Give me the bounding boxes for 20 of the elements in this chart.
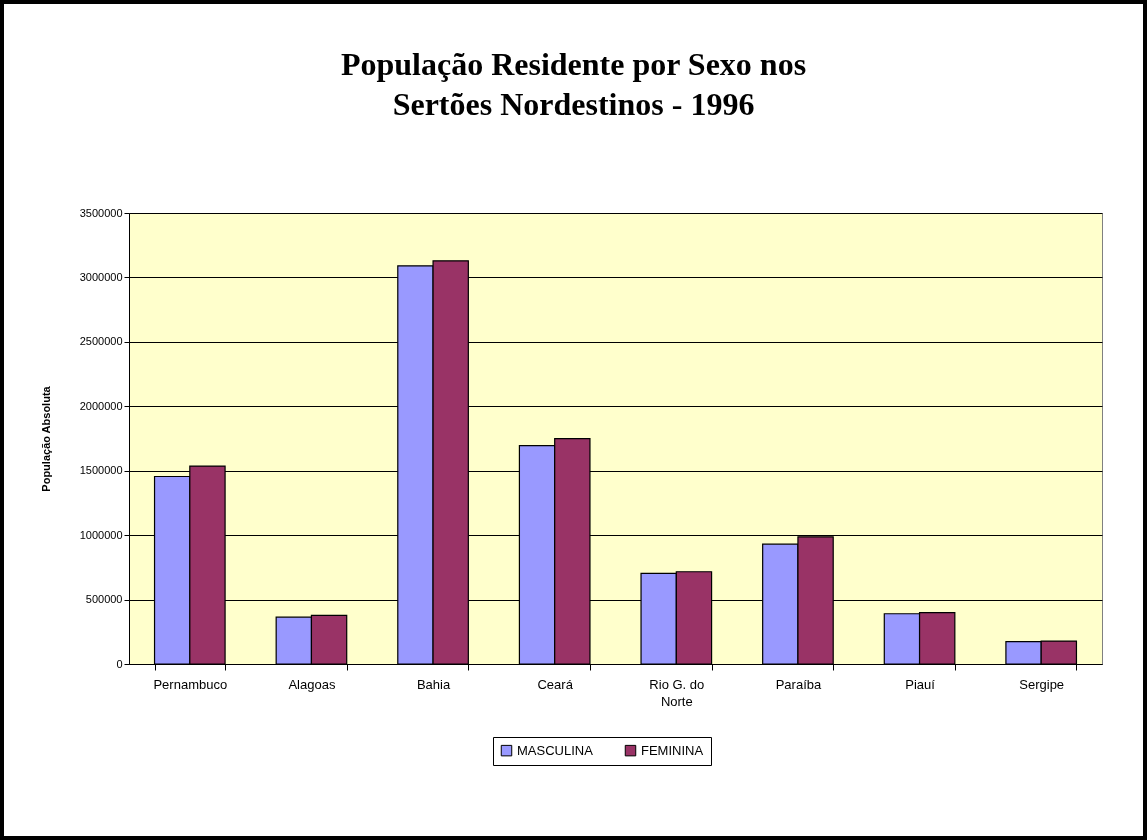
x-tick-label: Alagoas <box>288 676 336 692</box>
x-tick-label: Bahia <box>416 676 451 692</box>
y-tick-label: 0 <box>116 657 123 670</box>
x-tick-label: Ceará <box>537 676 574 692</box>
x-tick-label: Paraíba <box>775 676 822 692</box>
x-tick-label: Pernambuco <box>153 676 228 692</box>
y-tick-label: 2000000 <box>79 399 123 412</box>
x-tick-label: Piauí <box>905 676 936 692</box>
y-tick-label: 3000000 <box>79 270 123 283</box>
y-tick-label: 1500000 <box>79 464 123 477</box>
y-tick-label: 3500000 <box>79 206 123 219</box>
chart-title: População Residente por Sexo nos Sertões Nordestinos - 1996 <box>340 46 807 122</box>
x-tick-label: Sergipe <box>1019 676 1065 692</box>
legend-label: FEMININA <box>641 742 704 758</box>
y-tick-label: 500000 <box>85 593 123 606</box>
y-axis-title: População Absoluta <box>39 385 52 492</box>
y-tick-label: 2500000 <box>79 335 123 348</box>
y-tick-label: 1000000 <box>79 528 123 541</box>
legend-label: MASCULINA <box>517 742 594 758</box>
x-tick-label: Rio G. do Norte <box>649 676 705 709</box>
